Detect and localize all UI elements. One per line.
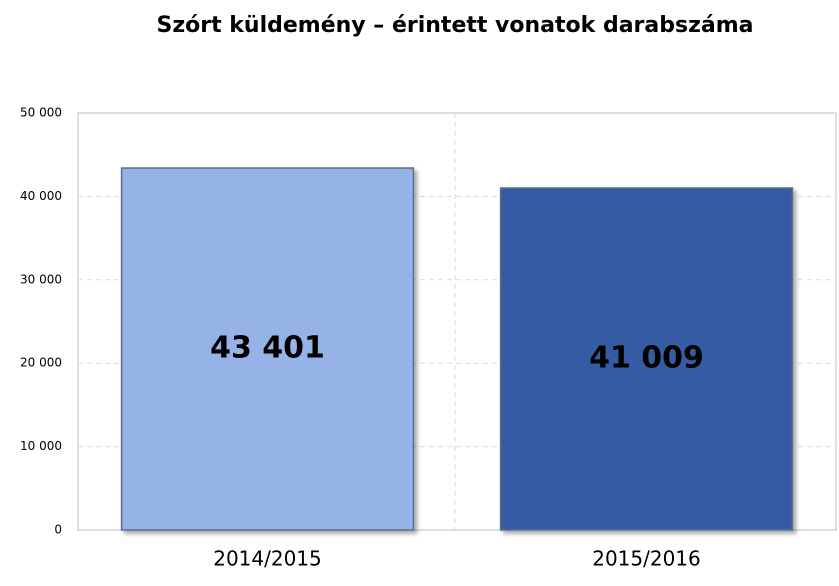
value-label: 41 009 — [589, 340, 704, 375]
bar — [499, 187, 794, 531]
y-tick-label: 0 — [54, 523, 62, 537]
y-tick-label: 30 000 — [20, 272, 62, 286]
bar — [120, 167, 415, 531]
y-tick-label: 40 000 — [20, 189, 62, 203]
x-tick-label: 2015/2016 — [592, 547, 701, 571]
y-tick-label: 50 000 — [20, 106, 62, 120]
y-tick-label: 20 000 — [20, 356, 62, 370]
chart-title: Szórt küldemény – érintett vonatok darab… — [157, 13, 754, 38]
y-tick-label: 10 000 — [20, 439, 62, 453]
value-label: 43 401 — [210, 331, 325, 366]
x-tick-label: 2014/2015 — [213, 547, 322, 571]
